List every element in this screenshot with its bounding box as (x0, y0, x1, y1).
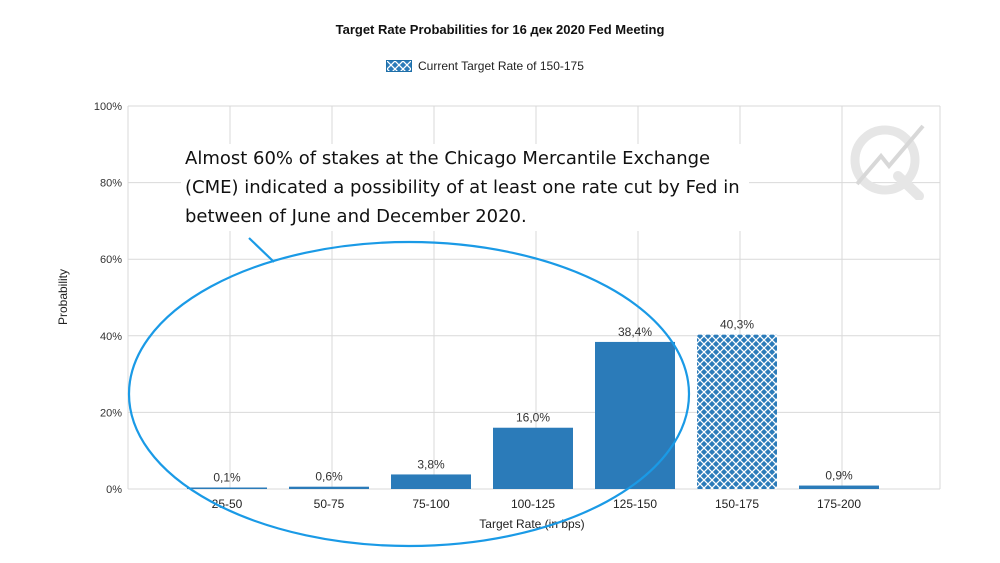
y-tick-label: 0% (106, 484, 122, 496)
bar-value-label: 0,1% (213, 471, 241, 485)
bar-25-50 (187, 487, 267, 489)
y-axis-ticks: 0% 20% 40% 60% 80% 100% (94, 101, 122, 496)
bar-value-label: 16,0% (516, 411, 550, 425)
x-axis-label: Target Rate (in bps) (479, 517, 584, 531)
bar-100-125 (493, 427, 573, 489)
y-axis-label: Probability (56, 269, 70, 325)
x-tick-label: 50-75 (314, 497, 345, 511)
y-tick-label: 80% (100, 178, 122, 190)
chart-legend: Current Target Rate of 150-175 (386, 59, 584, 73)
annotation-pointer (248, 237, 275, 263)
bar-value-label: 38,4% (618, 325, 652, 339)
bar-value-label: 0,6% (315, 470, 343, 484)
x-tick-label: 150-175 (715, 497, 759, 511)
bar-value-label: 40,3% (720, 318, 754, 332)
x-tick-label: 75-100 (412, 497, 450, 511)
bar-125-150 (595, 341, 675, 489)
annotation-text: Almost 60% of stakes at the Chicago Merc… (181, 144, 749, 231)
x-tick-label: 100-125 (511, 497, 555, 511)
bar-value-label: 0,9% (825, 469, 853, 483)
bar-150-175 (697, 334, 777, 489)
x-tick-label: 125-150 (613, 497, 657, 511)
x-tick-label: 175-200 (817, 497, 861, 511)
annotation-ellipse (127, 240, 691, 548)
x-tick-label: 25-50 (212, 497, 243, 511)
bar-175-200 (799, 485, 879, 489)
bar-value-label: 3,8% (417, 457, 445, 471)
x-axis-ticks: 25-50 50-75 75-100 100-125 125-150 150-175 175… (212, 497, 862, 511)
y-tick-label: 60% (100, 254, 122, 266)
bar-75-100 (391, 474, 471, 489)
y-tick-label: 40% (100, 331, 122, 343)
legend-swatch (386, 60, 412, 72)
legend-label: Current Target Rate of 150-175 (418, 59, 584, 73)
bar-50-75 (289, 486, 369, 489)
chart-bars: 0,1% 0,6% 3,8% 16,0% 38,4% 40,3% 0,9% (187, 318, 879, 489)
chart-title: Target Rate Probabilities for 16 дек 202… (335, 22, 665, 37)
y-tick-label: 20% (100, 407, 122, 419)
q-logo-icon (850, 124, 925, 200)
y-tick-label: 100% (94, 101, 122, 113)
